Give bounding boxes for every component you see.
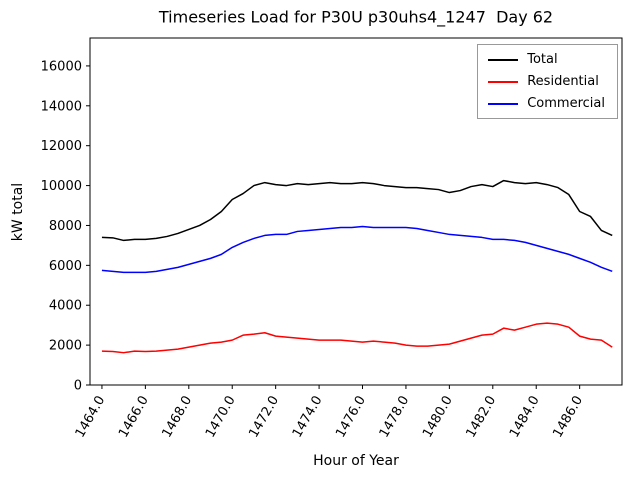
- x-tick-label: 1466.0: [116, 394, 152, 441]
- legend-label: Commercial: [527, 96, 605, 111]
- y-tick-label: 2000: [49, 339, 82, 354]
- legend-line-sample: [488, 58, 519, 61]
- x-tick-label: 1468.0: [160, 394, 196, 441]
- legend-line-sample: [488, 80, 519, 83]
- y-tick-label: 16000: [41, 59, 82, 74]
- x-tick-label: 1484.0: [507, 394, 543, 441]
- legend-item-residential: Residential: [488, 74, 605, 89]
- y-tick-label: 8000: [49, 219, 82, 234]
- legend-label: Total: [527, 52, 558, 67]
- y-tick-label: 12000: [41, 139, 82, 154]
- y-tick-label: 4000: [49, 299, 82, 314]
- x-tick-label: 1478.0: [377, 394, 413, 441]
- x-tick-label: 1486.0: [550, 394, 586, 441]
- x-tick-label: 1476.0: [333, 394, 369, 441]
- y-tick-label: 10000: [41, 179, 82, 194]
- x-tick-label: 1474.0: [290, 394, 326, 441]
- x-tick-label: 1470.0: [203, 394, 239, 441]
- legend-item-commercial: Commercial: [488, 96, 605, 111]
- series-line-residential: [101, 322, 613, 354]
- y-tick-label: 0: [74, 379, 82, 394]
- legend-item-total: Total: [488, 52, 605, 67]
- legend-line-sample: [488, 102, 519, 105]
- y-axis-label: kW total: [10, 182, 26, 242]
- series-line-commercial: [101, 225, 613, 274]
- series-line-total: [101, 179, 613, 242]
- x-tick-label: 1482.0: [464, 394, 500, 441]
- chart-title: Timeseries Load for P30U p30uhs4_1247 Da…: [158, 7, 554, 27]
- x-tick-label: 1480.0: [420, 394, 456, 441]
- axes-box: [89, 37, 623, 386]
- x-tick-label: 1472.0: [246, 394, 282, 441]
- y-tick-label: 6000: [49, 259, 82, 274]
- y-tick-label: 14000: [41, 99, 82, 114]
- x-tick-label: 1464.0: [73, 394, 109, 441]
- legend-label: Residential: [527, 74, 599, 89]
- x-axis-label: Hour of Year: [313, 453, 399, 469]
- legend: Total Residential Commercial: [477, 44, 618, 119]
